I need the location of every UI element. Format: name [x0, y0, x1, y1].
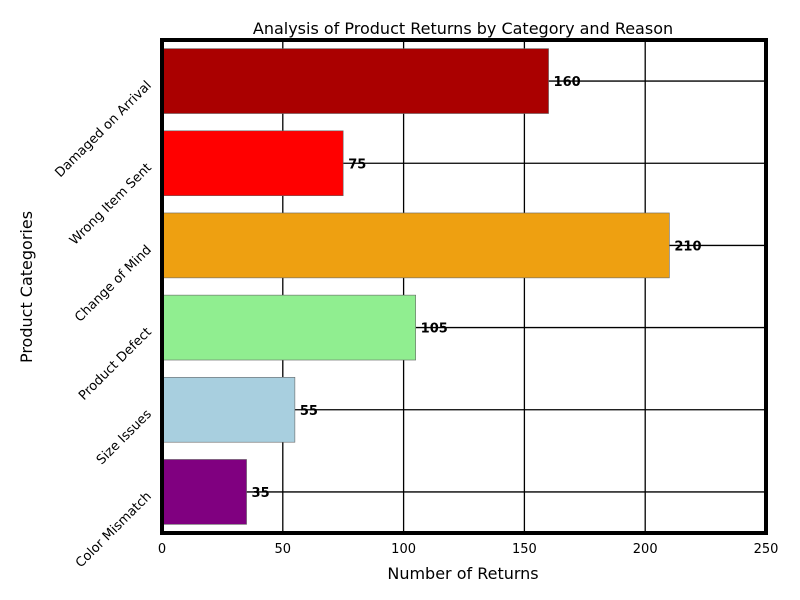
bars [161, 48, 670, 525]
bar-value-label: 55 [300, 404, 318, 419]
bar-value-label: 160 [554, 75, 581, 90]
x-tick-label: 100 [391, 542, 416, 557]
x-tick-label: 0 [158, 542, 166, 557]
x-tick-label: 150 [512, 542, 537, 557]
chart-title: Analysis of Product Returns by Category … [253, 19, 673, 38]
bar-value-label: 35 [252, 486, 270, 501]
y-axis-label: Product Categories [17, 211, 36, 363]
x-tick-label: 200 [633, 542, 658, 557]
y-tick-label: Size Issues [94, 407, 155, 468]
bar [161, 130, 344, 197]
x-tick-label: 50 [275, 542, 292, 557]
bar-value-label: 105 [421, 322, 448, 337]
bar [161, 376, 296, 443]
x-axis-ticks: 0 50 100 150 200 250 [158, 542, 779, 557]
bar-value-label: 75 [348, 157, 366, 172]
y-tick-label: Color Mismatch [73, 489, 155, 571]
gridlines [162, 40, 766, 533]
plot-frame [160, 38, 768, 535]
x-axis-label: Number of Returns [387, 564, 538, 583]
y-tick-label: Product Defect [76, 325, 155, 404]
y-tick-label: Change of Mind [72, 243, 155, 326]
bar [161, 212, 670, 279]
bar [161, 459, 247, 525]
bar [161, 48, 549, 114]
data-labels: 160 75 210 105 55 35 [252, 75, 702, 501]
bar [161, 294, 416, 361]
y-tick-label: Wrong Item Sent [67, 160, 155, 248]
x-tick-label: 250 [754, 542, 779, 557]
bar-value-label: 210 [674, 239, 701, 254]
